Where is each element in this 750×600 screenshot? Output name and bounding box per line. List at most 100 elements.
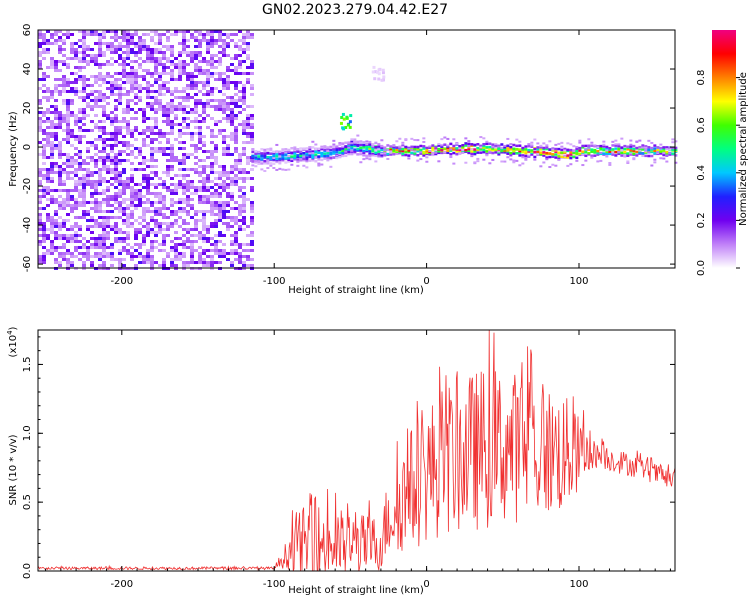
noise-cell [250, 66, 254, 69]
noise-cell [178, 180, 182, 183]
noise-cell [250, 222, 254, 225]
noise-cell [90, 120, 94, 123]
noise-cell [166, 123, 170, 126]
noise-cell [210, 135, 214, 138]
signal-cell [431, 148, 435, 151]
noise-cell [234, 240, 238, 243]
halo-cell [527, 143, 531, 146]
signal-cell [656, 148, 660, 152]
noise-cell [118, 201, 122, 204]
noise-cell [70, 228, 74, 231]
noise-cell [206, 84, 210, 87]
noise-cell [178, 252, 182, 255]
noise-cell [134, 75, 138, 78]
halo-cell [665, 148, 669, 151]
noise-cell [106, 96, 110, 99]
signal-cell [293, 148, 297, 152]
signal-cell [662, 147, 666, 151]
noise-cell [66, 159, 70, 162]
noise-cell [162, 114, 166, 117]
signal-cell [401, 152, 405, 155]
noise-cell [74, 240, 78, 243]
noise-cell [150, 243, 154, 246]
halo-cell [599, 151, 603, 154]
signal-cell [557, 155, 561, 158]
noise-cell [38, 153, 42, 156]
signal-cell [404, 150, 408, 154]
signal-cell [323, 152, 327, 156]
noise-cell [82, 204, 86, 207]
halo-cell [317, 164, 321, 167]
signal-cell [350, 150, 354, 154]
noise-cell [154, 120, 158, 123]
noise-cell [154, 126, 158, 129]
noise-cell [114, 108, 118, 111]
noise-cell [238, 105, 242, 108]
noise-cell [90, 33, 94, 36]
signal-cell [266, 155, 270, 159]
noise-cell [38, 174, 42, 177]
signal-cell [296, 147, 300, 151]
signal-cell [428, 153, 432, 156]
signal-cell [623, 144, 627, 148]
noise-cell [134, 237, 138, 240]
noise-cell [214, 252, 218, 255]
noise-cell [202, 72, 206, 75]
noise-cell [118, 180, 122, 183]
noise-cell [138, 57, 142, 60]
noise-cell [78, 225, 82, 228]
noise-cell [118, 42, 122, 45]
signal-cell [422, 152, 426, 155]
noise-cell [98, 174, 102, 177]
noise-cell [162, 186, 166, 189]
noise-cell [150, 108, 154, 111]
noise-cell [58, 180, 62, 183]
noise-cell [122, 120, 126, 123]
noise-cell [166, 66, 170, 69]
noise-cell [38, 54, 42, 57]
noise-cell [54, 87, 58, 90]
signal-cell [284, 148, 288, 151]
noise-cell [222, 204, 226, 207]
noise-cell [214, 156, 218, 159]
noise-cell [114, 87, 118, 90]
noise-cell [90, 171, 94, 174]
noise-cell [206, 126, 210, 129]
noise-cell [230, 177, 234, 180]
noise-cell [58, 165, 62, 168]
noise-cell [134, 30, 138, 33]
signal-cell [527, 150, 531, 153]
noise-cell [114, 30, 118, 33]
halo-cell [359, 153, 363, 156]
noise-cell [94, 180, 98, 183]
noise-cell [198, 132, 202, 135]
noise-cell [98, 234, 102, 237]
signal-cell [470, 143, 474, 146]
noise-cell [246, 72, 250, 75]
noise-cell [158, 195, 162, 198]
noise-cell [118, 54, 122, 57]
noise-cell [118, 45, 122, 48]
noise-cell [134, 183, 138, 186]
signal-cell [563, 150, 567, 154]
noise-cell [106, 219, 110, 222]
noise-cell [198, 195, 202, 198]
signal-cell [269, 162, 273, 165]
noise-cell [234, 117, 238, 120]
noise-cell [94, 171, 98, 174]
signal-cell [305, 153, 309, 156]
halo-cell [389, 150, 393, 153]
noise-cell [194, 162, 198, 165]
noise-cell [198, 39, 202, 42]
noise-cell [214, 225, 218, 228]
noise-cell [138, 75, 142, 78]
noise-cell [122, 66, 126, 69]
noise-cell [66, 162, 70, 165]
noise-cell [202, 177, 206, 180]
noise-cell [134, 96, 138, 99]
noise-cell [246, 132, 250, 135]
signal-cell [542, 146, 546, 150]
noise-cell [246, 36, 250, 39]
signal-cell [380, 154, 384, 157]
noise-cell [222, 102, 226, 105]
